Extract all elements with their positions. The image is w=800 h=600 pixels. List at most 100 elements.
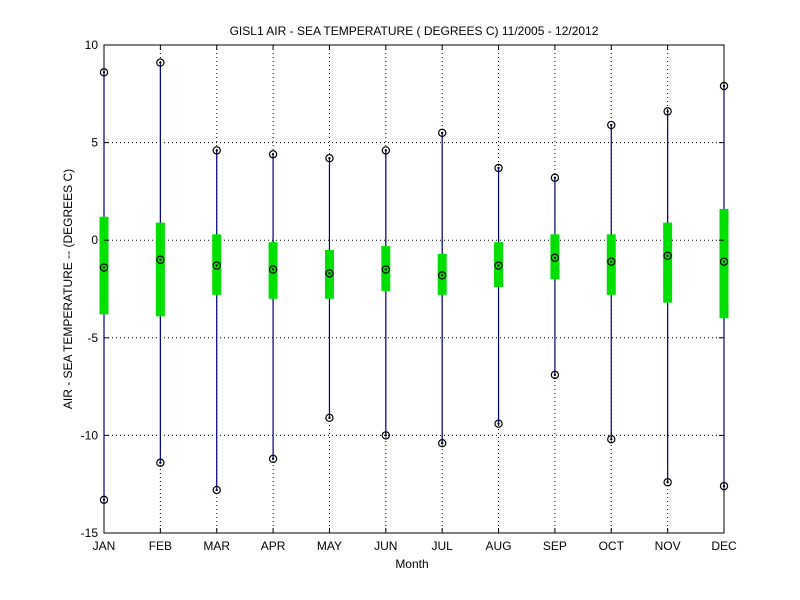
min-marker: [663, 478, 672, 487]
y-tick-label: -5: [87, 331, 98, 345]
median-marker: [325, 269, 334, 278]
y-tick-label: 0: [91, 233, 98, 247]
median-marker: [663, 251, 672, 261]
median-marker: [212, 261, 221, 270]
plot-area: [103, 44, 725, 534]
x-tick-label: JAN: [93, 539, 116, 553]
median-marker: [99, 263, 109, 272]
median-marker-dot: [553, 256, 557, 259]
min-marker: [494, 419, 503, 428]
max-marker-dot: [497, 166, 500, 170]
min-marker-dot: [666, 481, 669, 484]
min-marker-dot: [497, 422, 500, 425]
box-nov: [663, 222, 673, 303]
max-marker-dot: [666, 110, 669, 113]
max-marker-dot: [328, 157, 331, 160]
median-marker: [550, 253, 560, 262]
median-marker: [607, 257, 616, 266]
max-marker: [325, 154, 334, 163]
min-marker-dot: [440, 442, 444, 445]
max-marker: [268, 150, 278, 159]
max-marker: [719, 81, 729, 91]
x-tick-label: JUN: [374, 539, 397, 553]
median-marker: [156, 255, 165, 264]
min-marker-dot: [384, 434, 388, 437]
box-jan: [99, 216, 109, 315]
x-tick-label: JUL: [432, 539, 454, 553]
median-marker: [268, 265, 278, 274]
min-marker: [381, 431, 391, 440]
median-marker-dot: [328, 272, 331, 275]
median-marker-dot: [610, 260, 613, 263]
min-marker: [607, 435, 616, 444]
min-marker-dot: [159, 461, 162, 464]
min-marker: [325, 413, 334, 423]
max-marker: [437, 128, 447, 138]
max-marker-dot: [440, 131, 444, 135]
x-tick-label: OCT: [599, 539, 625, 553]
x-tick-label: DEC: [711, 539, 737, 553]
x-tick-label: AUG: [486, 539, 512, 553]
median-marker: [719, 257, 729, 266]
y-tick-label: 5: [91, 136, 98, 150]
max-marker: [663, 107, 672, 116]
median-marker-dot: [440, 274, 444, 277]
min-marker-dot: [215, 488, 218, 492]
max-marker: [494, 163, 503, 173]
max-marker-dot: [553, 176, 557, 179]
x-tick-label: APR: [261, 539, 286, 553]
min-marker-dot: [610, 438, 613, 441]
median-marker-dot: [384, 268, 388, 271]
max-marker: [381, 146, 391, 155]
min-marker: [268, 454, 278, 464]
median-marker-dot: [159, 258, 162, 261]
max-marker: [550, 173, 560, 182]
x-tick-label: SEP: [543, 539, 567, 553]
median-marker: [494, 261, 503, 270]
chart-title: GISL1 AIR - SEA TEMPERATURE ( DEGREES C)…: [230, 24, 599, 38]
min-marker: [212, 485, 221, 495]
max-marker: [607, 120, 616, 130]
box-oct: [606, 234, 616, 295]
min-marker: [550, 370, 560, 380]
y-tick-label: -10: [81, 428, 99, 442]
x-tick-label: FEB: [149, 539, 172, 553]
max-marker-dot: [215, 149, 218, 152]
max-marker-dot: [102, 71, 106, 74]
max-marker: [156, 58, 165, 67]
min-marker: [719, 481, 729, 491]
y-axis-ticks: 10 5 0 -5 -10 -15: [81, 38, 724, 540]
y-tick-label: 10: [85, 38, 99, 52]
min-marker-dot: [722, 484, 726, 488]
x-tick-label: MAR: [203, 539, 230, 553]
max-marker-dot: [610, 123, 613, 127]
y-axis-label: AIR - SEA TEMPERATURE -- (DEGREES C): [61, 169, 75, 409]
median-marker-dot: [215, 264, 218, 267]
y-tick-label: -15: [81, 526, 99, 540]
min-marker-dot: [102, 498, 106, 502]
x-axis-ticks: JAN FEB MAR APR MAY JUN JUL AUG SEP OCT NOV DEC: [93, 45, 737, 553]
x-tick-label: MAY: [317, 539, 342, 553]
min-marker-dot: [553, 373, 557, 377]
median-marker: [437, 271, 447, 280]
median-marker-dot: [666, 254, 669, 258]
min-marker-dot: [271, 457, 275, 461]
median-marker-dot: [497, 264, 500, 267]
box-feb: [155, 222, 165, 317]
min-marker: [437, 439, 447, 448]
box-dec: [719, 208, 729, 319]
max-marker-dot: [159, 61, 162, 64]
x-tick-label: NOV: [655, 539, 681, 553]
max-marker-dot: [271, 153, 275, 156]
median-marker-dot: [271, 268, 275, 271]
median-marker: [381, 265, 391, 274]
median-marker-dot: [722, 260, 726, 263]
markers: [99, 58, 729, 505]
min-marker: [156, 458, 165, 467]
max-marker: [99, 68, 109, 77]
max-marker-dot: [722, 84, 726, 88]
x-axis-label: Month: [395, 557, 428, 571]
max-marker: [212, 146, 221, 155]
max-marker-dot: [384, 149, 388, 152]
